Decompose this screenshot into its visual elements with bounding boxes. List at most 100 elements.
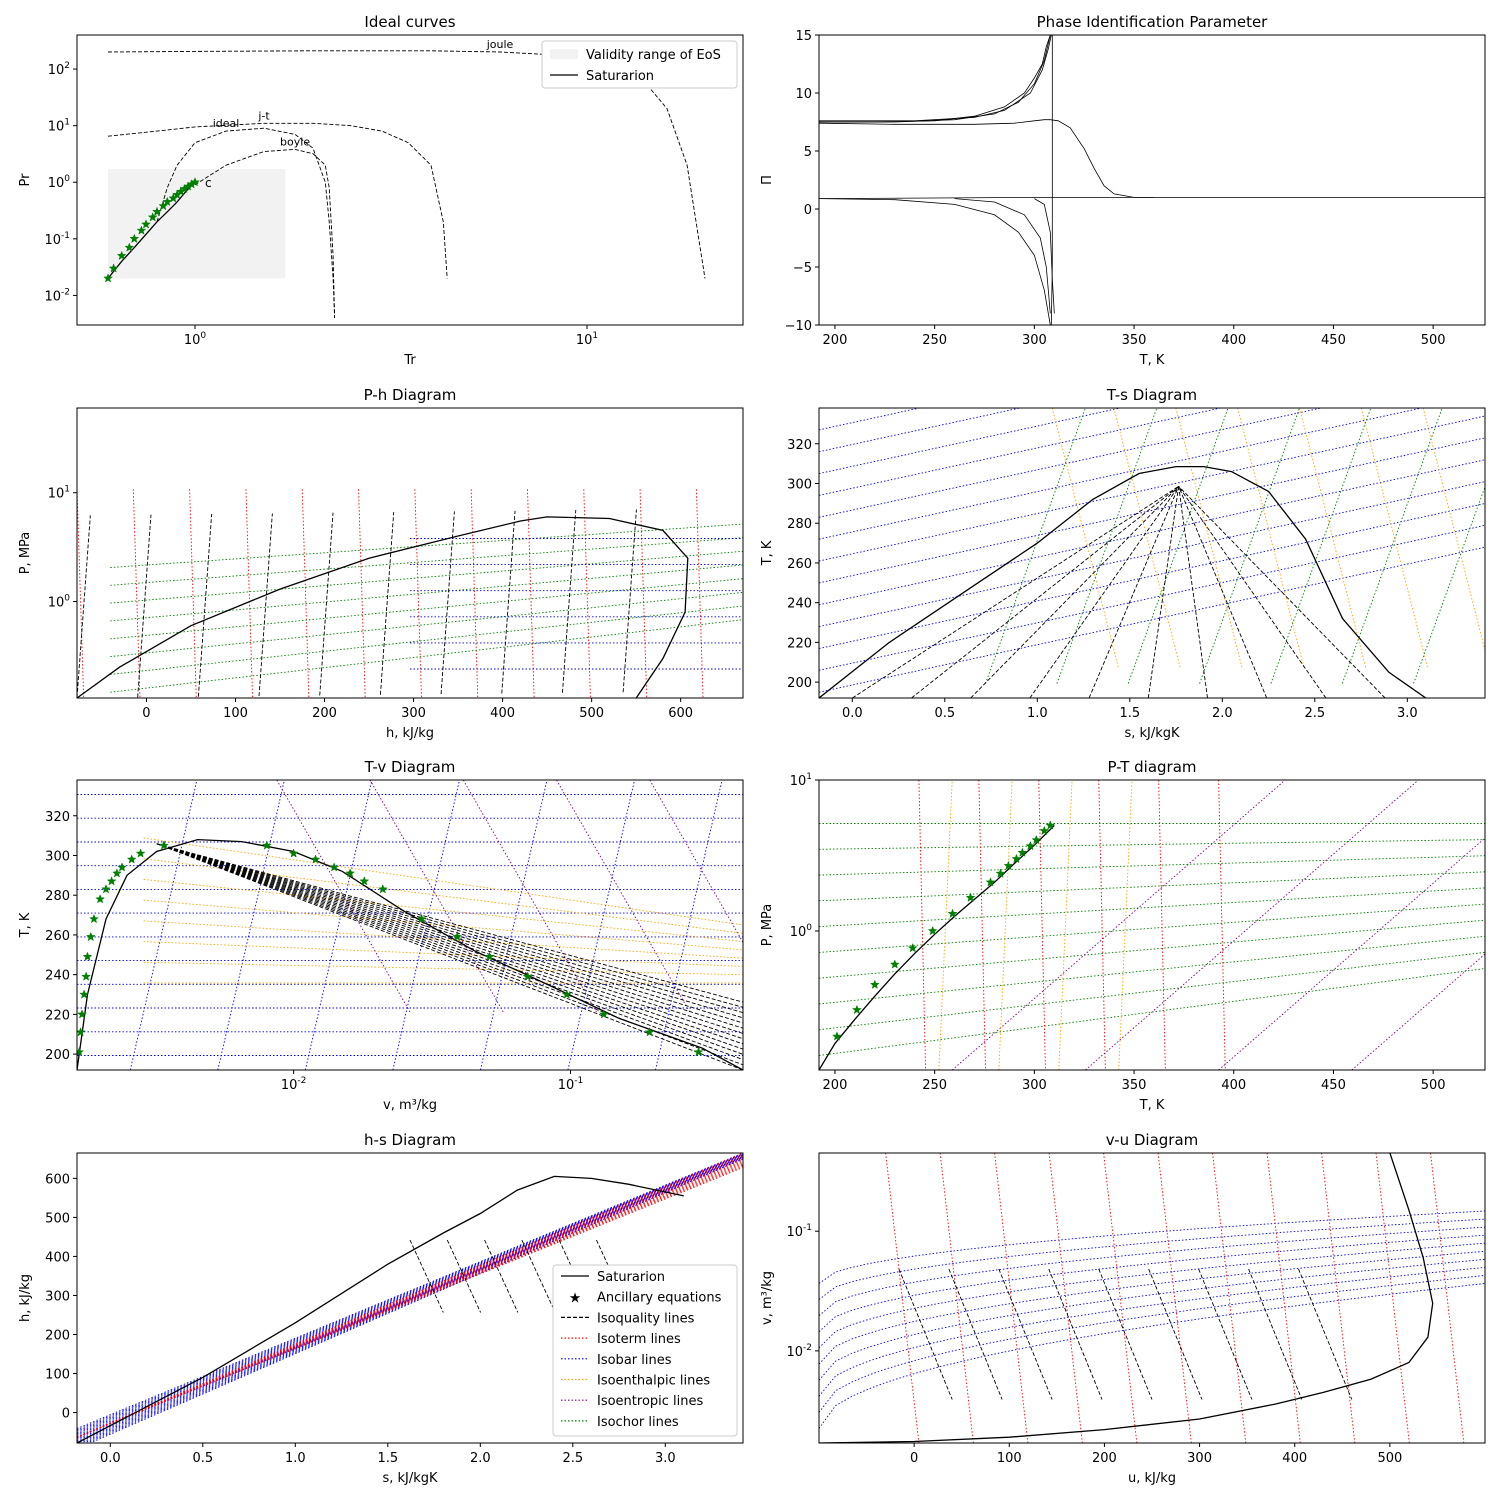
y-tick-label: −5 bbox=[793, 261, 812, 276]
isobar-line bbox=[304, 780, 373, 1070]
ancillary-point bbox=[1031, 834, 1042, 845]
x-tick-label: 200 bbox=[823, 333, 848, 348]
validity-region bbox=[108, 169, 286, 279]
y-tick-label: 240 bbox=[787, 597, 812, 612]
x-axis-label: s, kJ/kgK bbox=[382, 1471, 438, 1486]
isotherm-line bbox=[77, 1153, 743, 1438]
pip-series bbox=[819, 35, 1051, 123]
pip-series bbox=[819, 119, 1154, 198]
isochor-line bbox=[110, 550, 743, 604]
ancillary-point bbox=[644, 1027, 655, 1037]
x-tick-label: 500 bbox=[579, 706, 604, 721]
isobar-line bbox=[819, 1226, 1485, 1317]
isobar-line bbox=[77, 1154, 743, 1435]
isotherm-line bbox=[978, 780, 986, 1070]
y-tick-label: 280 bbox=[787, 517, 812, 532]
isobar-line bbox=[819, 408, 1324, 518]
isochor-line bbox=[1127, 408, 1229, 684]
legend-box bbox=[552, 1264, 738, 1437]
y-tick-label: 102 bbox=[48, 61, 70, 78]
isoquality-line bbox=[484, 1239, 519, 1313]
x-axis-label: u, kJ/kg bbox=[1128, 1471, 1176, 1486]
y-tick-label: 10 bbox=[795, 87, 812, 102]
y-tick-label: 100 bbox=[48, 594, 71, 611]
x-tick-label: 10-1 bbox=[558, 1076, 584, 1093]
isoquality-line bbox=[1178, 485, 1386, 698]
plot-area bbox=[103, 50, 706, 318]
saturation-line bbox=[819, 1153, 1434, 1443]
isoquality-line bbox=[409, 1239, 444, 1313]
isochor-line bbox=[1341, 408, 1443, 684]
curve-ideal bbox=[156, 127, 336, 318]
x-tick-label: 2.5 bbox=[562, 1451, 583, 1466]
chart-title: h-s Diagram bbox=[364, 1131, 456, 1149]
isoenthalpic-line bbox=[938, 780, 953, 1070]
isobar-line bbox=[567, 780, 635, 1070]
curve-label-joule: joule bbox=[486, 38, 514, 51]
ancillary-point bbox=[124, 242, 135, 252]
isoquality-line bbox=[319, 512, 334, 696]
isotherm-line bbox=[358, 489, 366, 698]
y-tick-label: 320 bbox=[45, 810, 70, 825]
y-tick-label: 280 bbox=[45, 889, 70, 904]
isoentropic-line bbox=[369, 780, 504, 1013]
isoquality-line bbox=[156, 843, 743, 1070]
x-tick-label: 250 bbox=[922, 1078, 947, 1093]
x-tick-label: 300 bbox=[1187, 1451, 1212, 1466]
isoquality-line bbox=[1198, 1268, 1253, 1400]
isoenthalpic-line bbox=[143, 837, 743, 926]
chart-title: P-T diagram bbox=[1107, 758, 1196, 776]
isoquality-line bbox=[948, 1268, 1003, 1400]
isotherm-line bbox=[695, 489, 704, 698]
x-tick-label: 1.5 bbox=[1119, 706, 1140, 721]
chart-ideal: joule ideal j-t boyle c 100 101 10-2 10-1 100 101 1… bbox=[18, 13, 744, 368]
isochor-line bbox=[1270, 408, 1372, 684]
pip-series bbox=[819, 35, 1052, 122]
plot-area bbox=[819, 780, 1485, 1070]
isochor-line bbox=[819, 887, 1485, 928]
ancillary-point bbox=[85, 931, 96, 942]
y-tick-label: 200 bbox=[45, 1328, 70, 1343]
x-tick-label: 500 bbox=[1421, 1078, 1446, 1093]
legend-swatch bbox=[550, 49, 578, 59]
chart-ts: 0.0 0.5 1.0 1.5 2.0 2.5 3.0 200 220 240 260 280 300 3… bbox=[760, 386, 1486, 741]
isoenthalpic-line bbox=[1237, 408, 1305, 670]
isotherm-line bbox=[77, 489, 85, 698]
curve-boyle bbox=[194, 148, 336, 318]
isotherm-line bbox=[1430, 1153, 1465, 1443]
isoentropic-line bbox=[462, 780, 597, 1013]
legend-label: Isoentropic lines bbox=[597, 1394, 704, 1409]
ancillary-point bbox=[82, 951, 93, 961]
ancillary-point bbox=[77, 1027, 86, 1037]
pip-series bbox=[819, 198, 1051, 325]
chart-title: v-u Diagram bbox=[1106, 1131, 1199, 1149]
ancillary-point bbox=[1025, 840, 1036, 851]
chart-title: Phase Identification Parameter bbox=[1037, 13, 1269, 31]
chart-pip: 200 250 300 350 400 450 500 −10 −5 0 5 10 15 Phase Id… bbox=[760, 13, 1486, 368]
ancillary-point bbox=[126, 854, 137, 864]
x-tick-label: 350 bbox=[1122, 1078, 1147, 1093]
isobar-line bbox=[819, 1283, 1485, 1429]
isobar-line bbox=[77, 1153, 743, 1431]
ancillary-point bbox=[484, 951, 495, 961]
ancillary-point bbox=[135, 848, 146, 858]
isoenthalpic-line bbox=[143, 858, 743, 934]
saturation-line bbox=[77, 516, 689, 698]
ancillary-point bbox=[117, 862, 127, 872]
y-axis-label: P, MPa bbox=[760, 904, 775, 947]
isoenthalpic-line bbox=[1422, 408, 1485, 653]
isotherm-line bbox=[132, 489, 141, 698]
isoenthalpic-line bbox=[143, 961, 743, 976]
axes-frame bbox=[76, 407, 744, 699]
ancillary-point bbox=[1045, 820, 1056, 830]
isochor-line bbox=[1413, 485, 1485, 684]
isochor-line bbox=[1199, 408, 1300, 684]
ancillary-point bbox=[832, 1031, 842, 1041]
legend-swatch: ★ bbox=[569, 1291, 582, 1307]
ancillary-point bbox=[1017, 847, 1028, 857]
x-tick-label: 2.0 bbox=[470, 1451, 491, 1466]
ancillary-point bbox=[995, 868, 1006, 878]
legend-label: Isochor lines bbox=[597, 1415, 679, 1430]
isoquality-line bbox=[156, 843, 743, 1024]
critical-point-label: c bbox=[205, 176, 212, 190]
